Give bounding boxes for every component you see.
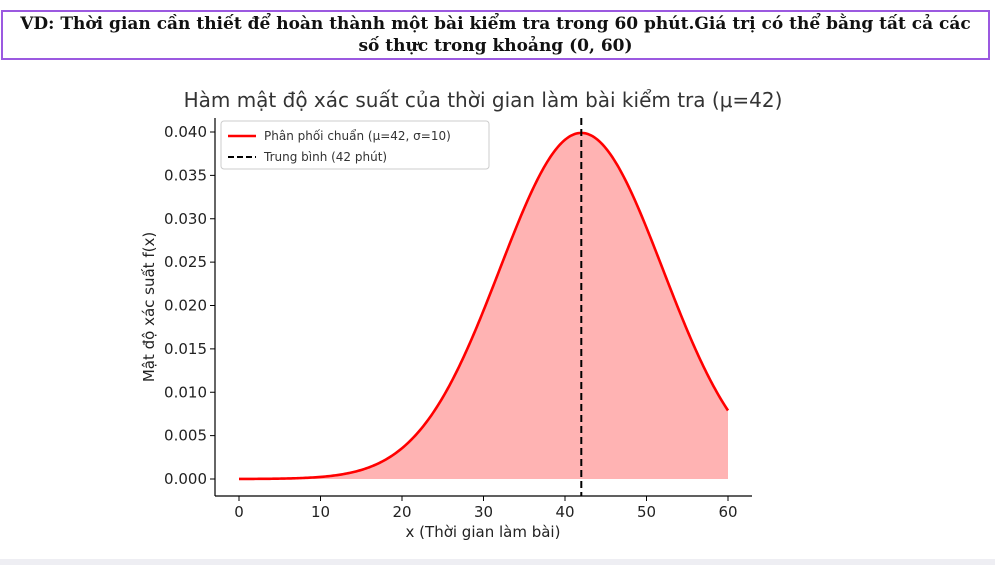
y-tick-label: 0.005 <box>164 427 207 445</box>
plot-area: 0 10 20 30 40 50 60 0.000 0.005 0.010 0.015 0.020 0.… <box>164 118 752 521</box>
x-tick-label: 40 <box>555 503 574 521</box>
y-tick-label: 0.025 <box>164 253 207 271</box>
x-tick-label: 20 <box>392 503 411 521</box>
x-tick-label: 10 <box>311 503 330 521</box>
y-tick-label: 0.015 <box>164 340 207 358</box>
chart-title: Hàm mật độ xác suất của thời gian làm bà… <box>184 88 783 112</box>
x-tick-label: 50 <box>637 503 656 521</box>
y-tick-label: 0.000 <box>164 470 207 488</box>
y-tick-label: 0.040 <box>164 123 207 141</box>
y-tick-label: 0.030 <box>164 210 207 228</box>
density-area-fill <box>239 132 728 480</box>
y-tick-label: 0.035 <box>164 166 207 184</box>
y-axis-label: Mật độ xác suất f(x) <box>140 232 158 382</box>
x-tick-label: 60 <box>718 503 737 521</box>
legend-label-mean: Trung bình (42 phút) <box>263 150 387 164</box>
header-text: VD: Thời gian cần thiết để hoàn thành mộ… <box>20 14 971 56</box>
y-tick-label: 0.020 <box>164 297 207 315</box>
x-tick-label: 0 <box>234 503 244 521</box>
legend-box <box>220 120 490 170</box>
bottom-strip <box>0 559 995 565</box>
legend: Phân phối chuẩn (μ=42, σ=10) Trung bình (… <box>220 120 490 170</box>
x-tick-label: 30 <box>474 503 493 521</box>
header-box: VD: Thời gian cần thiết để hoàn thành mộ… <box>1 10 990 60</box>
x-axis-label: x (Thời gian làm bài) <box>406 523 561 541</box>
legend-label-normal: Phân phối chuẩn (μ=42, σ=10) <box>264 129 451 143</box>
y-tick-label: 0.010 <box>164 383 207 401</box>
density-curve <box>238 131 730 481</box>
